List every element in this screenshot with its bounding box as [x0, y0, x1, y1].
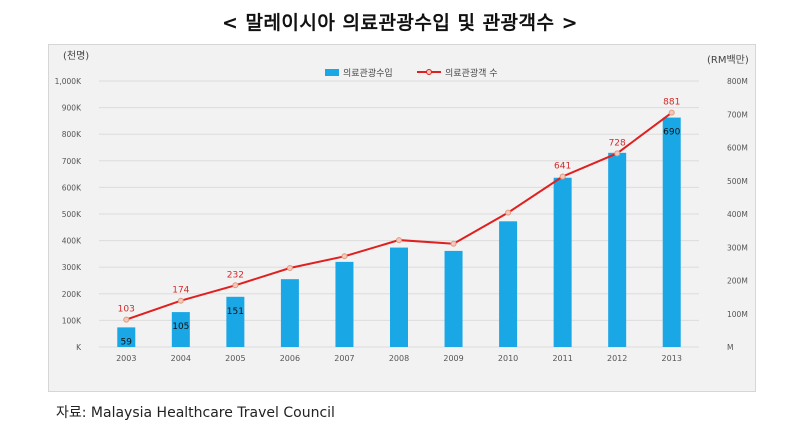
line-point — [341, 253, 348, 260]
bar-data-label: 690 — [663, 128, 680, 138]
line-point — [505, 209, 512, 216]
x-axis-tick-label: 2012 — [607, 354, 627, 363]
left-axis-tick-label: K — [76, 343, 82, 352]
left-axis: K 100K 200K 300K 400K 500K 600K 700K 800K 900K 1,0… — [55, 77, 82, 352]
x-axis-tick-label: 2006 — [280, 354, 300, 363]
x-axis-tick-label: 2010 — [498, 354, 518, 363]
line-point — [614, 150, 621, 157]
bar — [553, 177, 572, 347]
line-point — [123, 316, 130, 323]
bar-data-label: 59 — [121, 337, 133, 347]
right-axis-tick-label: M — [727, 343, 733, 352]
bar — [390, 247, 408, 347]
page-title: < 말레이시아 의료관광수입 및 관광객수 > — [221, 12, 579, 34]
x-axis-tick-label: 2008 — [389, 354, 409, 363]
legend: 의료관광수입 의료관광객 수 — [325, 67, 498, 79]
bar-series: 59 105 151 690 — [117, 117, 681, 347]
right-axis-tick-label: 100M — [727, 310, 748, 319]
line-point — [286, 264, 293, 271]
line-point — [668, 109, 675, 116]
chart-svg: (천명) (RM백만) 의료관광수입 의료관광객 수 K 100K 200K 300K… — [55, 50, 749, 363]
line-data-label: 881 — [663, 98, 680, 108]
x-axis-tick-label: 2004 — [171, 354, 191, 363]
left-axis-tick-label: 700K — [62, 157, 82, 166]
line-point — [450, 240, 457, 247]
line-data-label: 641 — [554, 161, 571, 171]
bar — [608, 152, 627, 347]
bar — [280, 279, 299, 347]
line-data-label: 174 — [172, 286, 189, 296]
bar — [117, 327, 136, 347]
line-data-label: 103 — [118, 305, 135, 315]
right-axis-tick-label: 800M — [727, 77, 748, 86]
x-axis-tick-label: 2011 — [552, 354, 572, 363]
line-data-label: 232 — [227, 270, 244, 280]
left-axis-tick-label: 500K — [62, 210, 82, 219]
bar — [662, 117, 681, 347]
right-axis-tick-label: 500M — [727, 177, 748, 186]
right-axis-unit-label: (RM백만) — [707, 54, 749, 66]
left-axis-tick-label: 600K — [62, 183, 82, 192]
x-axis-tick-label: 2003 — [116, 354, 136, 363]
left-axis-tick-label: 400K — [62, 237, 82, 246]
x-axis-tick-label: 2007 — [334, 354, 354, 363]
bar — [444, 250, 463, 347]
legend-line-marker — [426, 69, 432, 75]
legend-bar-swatch — [325, 69, 339, 76]
x-axis-tick-label: 2005 — [225, 354, 245, 363]
bar — [171, 312, 190, 347]
bar — [499, 221, 518, 347]
right-axis-tick-label: 700M — [727, 110, 748, 119]
legend-bar-label: 의료관광수입 — [343, 67, 393, 79]
line-point — [232, 282, 239, 289]
line-point — [396, 237, 402, 244]
right-axis-tick-label: 200M — [727, 277, 748, 286]
left-axis-unit-label: (천명) — [63, 50, 89, 62]
bar-data-label: 151 — [227, 307, 244, 317]
left-axis-tick-label: 800K — [62, 130, 82, 139]
right-axis-tick-label: 400M — [727, 210, 748, 219]
bar — [335, 261, 354, 347]
x-axis: 2003 2004 2005 2006 2007 2008 2009 2010 2011 2012… — [116, 354, 682, 363]
legend-line-label: 의료관광객 수 — [445, 67, 498, 79]
left-axis-tick-label: 200K — [62, 290, 82, 299]
source-note: 자료: Malaysia Healthcare Travel Council — [56, 405, 335, 421]
left-axis-tick-label: 1,000K — [55, 77, 82, 86]
chart-panel: (천명) (RM백만) 의료관광수입 의료관광객 수 K 100K 200K 300K… — [48, 44, 756, 392]
x-axis-tick-label: 2009 — [443, 354, 463, 363]
bar-data-label: 105 — [172, 322, 189, 332]
right-axis-tick-label: 600M — [727, 144, 748, 153]
x-axis-tick-label: 2013 — [662, 354, 682, 363]
line-point — [177, 297, 184, 304]
line-point — [559, 173, 566, 180]
right-axis-tick-label: 300M — [727, 243, 748, 252]
line-data-label: 728 — [609, 138, 626, 148]
left-axis-tick-label: 900K — [62, 104, 82, 113]
line-series: 103 174 232 641 728 881 — [118, 98, 680, 323]
left-axis-tick-label: 100K — [62, 316, 82, 325]
left-axis-tick-label: 300K — [62, 263, 82, 272]
bar — [226, 296, 245, 347]
right-axis: M 100M 200M 300M 400M 500M 600M 700M 800M — [727, 77, 748, 352]
